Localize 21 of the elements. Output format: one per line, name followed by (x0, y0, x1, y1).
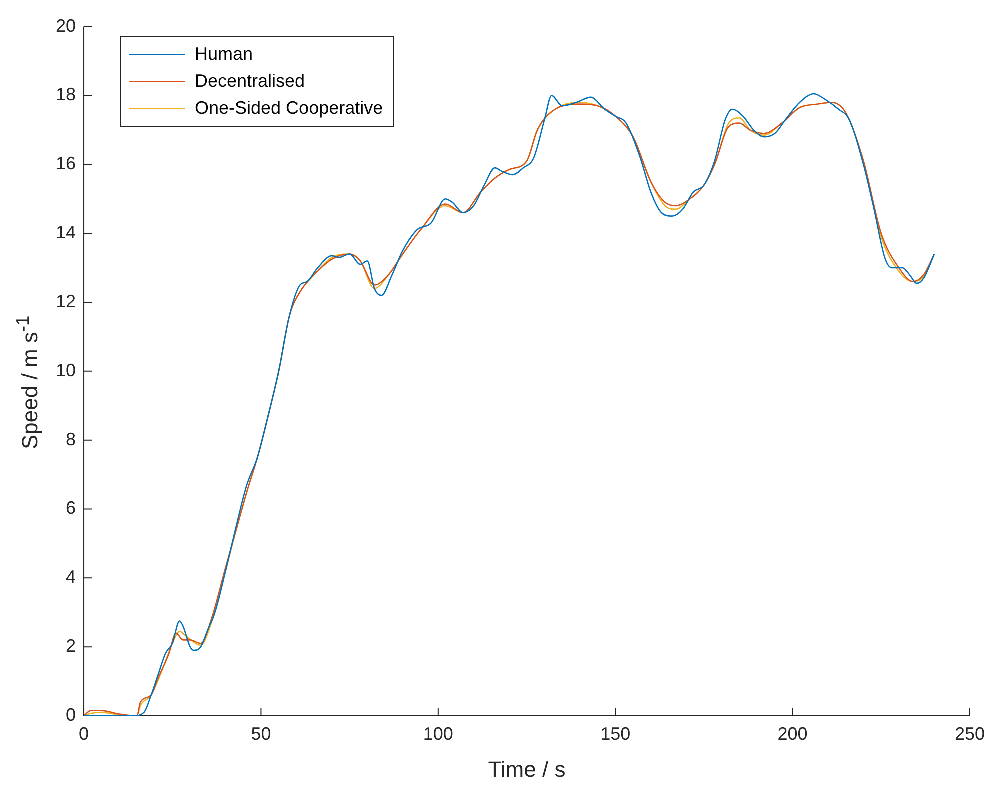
y-tick-label: 2 (66, 636, 76, 656)
x-axis-title: Time / s (488, 756, 566, 782)
y-tick-label: 0 (66, 704, 76, 725)
legend-label: One-Sided Cooperative (195, 98, 384, 119)
x-tick-label: 100 (423, 724, 454, 744)
y-tick-label: 10 (56, 360, 76, 380)
x-tick-label: 0 (79, 724, 90, 744)
y-tick-label: 12 (56, 291, 76, 312)
y-tick-label: 8 (66, 429, 76, 450)
y-tick-label: 14 (56, 222, 76, 243)
y-tick-label: 18 (56, 84, 76, 105)
y-tick-label: 6 (66, 498, 76, 518)
x-tick-label: 200 (778, 724, 808, 744)
x-tick-label: 250 (954, 724, 986, 744)
x-tick-label: 150 (600, 724, 631, 744)
y-tick-label: 4 (66, 567, 76, 588)
y-tick-label: 16 (56, 154, 76, 174)
y-tick-label: 20 (56, 16, 76, 36)
legend-label: Decentralised (195, 71, 306, 92)
legend-label: Human (195, 44, 254, 65)
x-tick-label: 50 (251, 724, 272, 744)
